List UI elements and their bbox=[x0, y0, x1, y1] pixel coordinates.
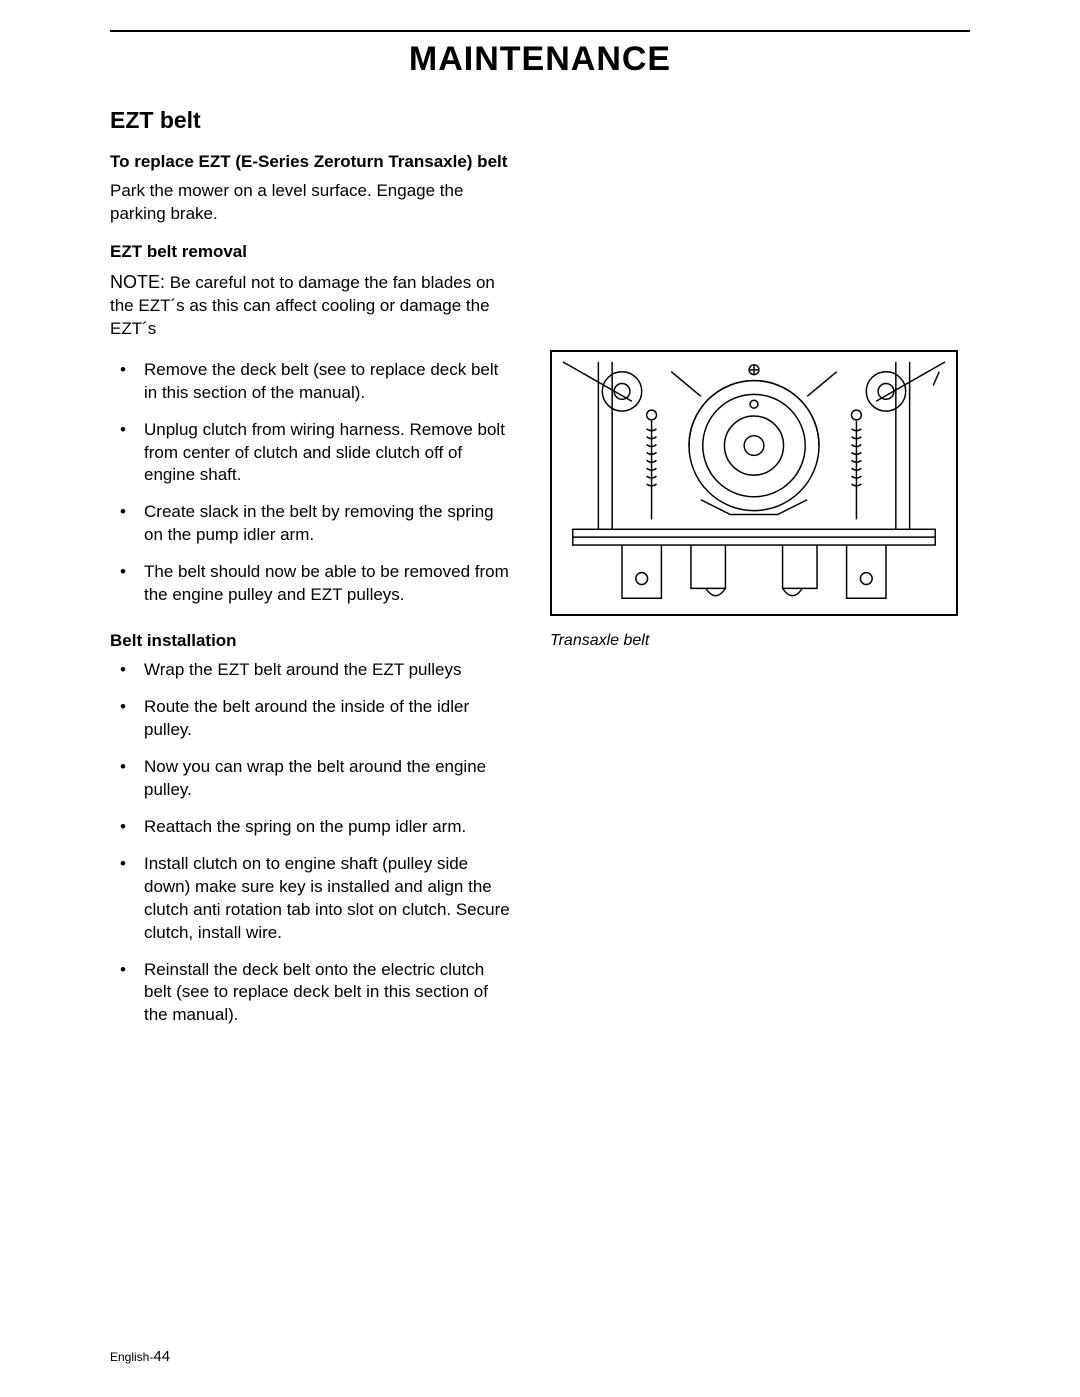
transaxle-diagram-icon bbox=[552, 352, 956, 614]
subheading-replace: To replace EZT (E-Series Zeroturn Transa… bbox=[110, 152, 510, 172]
right-column: Transaxle belt bbox=[550, 152, 970, 1051]
figure-caption: Transaxle belt bbox=[550, 632, 970, 650]
list-item: Reattach the spring on the pump idler ar… bbox=[110, 816, 510, 839]
list-item: Route the belt around the inside of the … bbox=[110, 696, 510, 742]
footer-language: English- bbox=[110, 1350, 153, 1364]
list-item: Reinstall the deck belt onto the electri… bbox=[110, 959, 510, 1028]
left-column: To replace EZT (E-Series Zeroturn Transa… bbox=[110, 152, 510, 1051]
list-item: Wrap the EZT belt around the EZT pulleys bbox=[110, 659, 510, 682]
note-paragraph: NOTE: Be careful not to damage the fan b… bbox=[110, 270, 510, 341]
figure-transaxle-belt bbox=[550, 350, 958, 616]
list-item: Create slack in the belt by removing the… bbox=[110, 501, 510, 547]
subheading-removal: EZT belt removal bbox=[110, 242, 510, 262]
list-item: Install clutch on to engine shaft (pulle… bbox=[110, 853, 510, 945]
two-column-layout: To replace EZT (E-Series Zeroturn Transa… bbox=[110, 152, 970, 1051]
list-item: The belt should now be able to be remove… bbox=[110, 561, 510, 607]
removal-bullet-list: Remove the deck belt (see to replace dec… bbox=[110, 359, 510, 607]
list-item: Remove the deck belt (see to replace dec… bbox=[110, 359, 510, 405]
list-item: Now you can wrap the belt around the eng… bbox=[110, 756, 510, 802]
footer-page-number: 44 bbox=[153, 1348, 170, 1365]
list-item: Unplug clutch from wiring harness. Remov… bbox=[110, 419, 510, 488]
page: MAINTENANCE EZT belt To replace EZT (E-S… bbox=[0, 0, 1080, 1397]
para-park: Park the mower on a level surface. Engag… bbox=[110, 180, 510, 226]
subheading-install: Belt installation bbox=[110, 631, 510, 651]
note-body: Be careful not to damage the fan blades … bbox=[110, 273, 495, 338]
chapter-title: MAINTENANCE bbox=[110, 40, 970, 79]
top-rule bbox=[110, 30, 970, 32]
install-bullet-list: Wrap the EZT belt around the EZT pulleys… bbox=[110, 659, 510, 1027]
page-footer: English-44 bbox=[110, 1348, 170, 1365]
note-lead: NOTE: bbox=[110, 272, 165, 292]
section-heading: EZT belt bbox=[110, 107, 970, 134]
